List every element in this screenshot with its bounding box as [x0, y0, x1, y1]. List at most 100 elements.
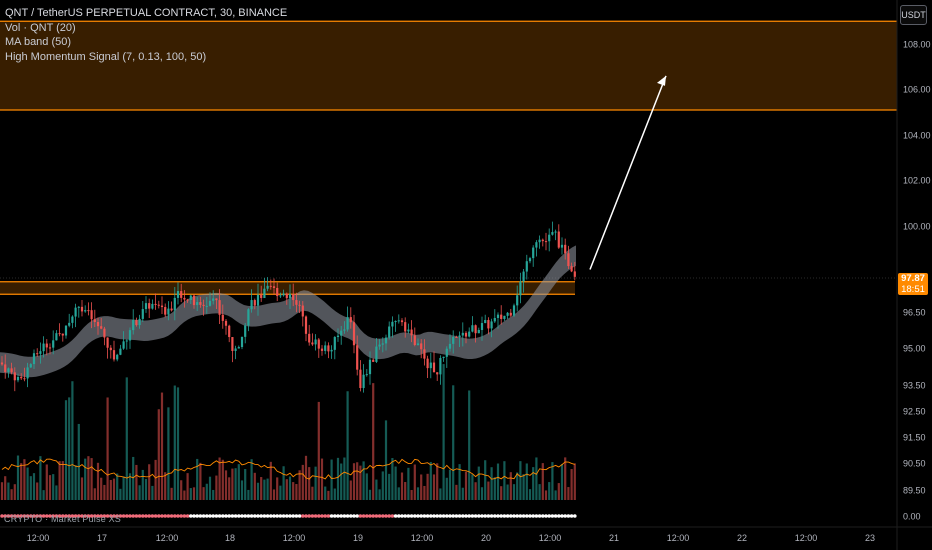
signal-dot [438, 514, 443, 518]
signal-dot [38, 514, 43, 518]
signal-dot [275, 514, 280, 518]
signal-dot [192, 514, 196, 518]
signal-dot [371, 514, 376, 518]
candle-body [573, 271, 576, 277]
candle-body [55, 333, 58, 341]
volume-bar [493, 477, 496, 500]
volume-bar [61, 461, 64, 500]
volume-bar [436, 463, 439, 500]
volume-bar [93, 488, 96, 500]
volume-bar [573, 463, 576, 500]
signal-dot [214, 514, 219, 518]
volume-bar [13, 484, 16, 500]
legend-symbol-title[interactable]: QNT / TetherUS PERPETUAL CONTRACT, 30, B… [5, 7, 288, 19]
signal-dot [400, 514, 404, 518]
volume-bar [90, 458, 93, 500]
candle-body [279, 295, 282, 297]
candle-body [36, 353, 39, 355]
signal-dot [9, 514, 14, 518]
candle-body [477, 329, 480, 334]
legend-signal[interactable]: High Momentum Signal (7, 0.13, 100, 50) [5, 50, 207, 63]
candle-body [317, 339, 320, 349]
candle-body [352, 322, 356, 346]
signal-dot [173, 514, 177, 518]
upper-resistance-zone [0, 21, 897, 110]
y-tick-label: 100.00 [903, 222, 931, 232]
signal-dot [25, 514, 30, 518]
candle-body [32, 353, 36, 365]
volume-bar [20, 463, 23, 500]
candle-body [295, 300, 298, 305]
volume-bar [87, 456, 90, 500]
signal-dot [160, 514, 164, 518]
volume-bar [138, 485, 141, 500]
candle-body [64, 325, 68, 336]
candle-body [554, 231, 557, 233]
candle-body [45, 343, 48, 348]
volume-bar [199, 462, 202, 500]
signal-dot [157, 514, 161, 518]
volume-bar [535, 457, 538, 500]
volume-bar [218, 457, 221, 500]
candle-body [186, 299, 189, 301]
signal-dot [163, 514, 167, 518]
signal-dot [112, 514, 116, 518]
volume-bar [148, 464, 151, 500]
signal-dot [432, 514, 436, 518]
volume-bar [183, 490, 186, 500]
signal-dot [249, 514, 254, 518]
signal-dot [3, 514, 7, 518]
signal-dot [483, 514, 488, 518]
candle-body [509, 312, 512, 316]
candle-body [151, 303, 154, 309]
candle-body [90, 310, 93, 320]
signal-dot [425, 514, 430, 518]
x-tick-label: 12:00 [411, 533, 434, 543]
signal-dot [512, 514, 516, 518]
candle-body [29, 364, 32, 368]
volume-bar [298, 470, 301, 500]
candle-body [394, 321, 397, 323]
volume-bar [29, 476, 32, 500]
volume-bar [285, 479, 288, 500]
ma-band [0, 245, 576, 378]
candle-body [103, 328, 106, 338]
signal-dot [19, 514, 24, 518]
signal-dot [51, 514, 55, 518]
volume-bar [205, 483, 208, 500]
legend-ma-band[interactable]: MA band (50) [5, 36, 72, 48]
candle-body [480, 323, 484, 330]
currency-button[interactable]: USDT [900, 5, 927, 25]
volume-bar [528, 489, 532, 500]
volume-bar [32, 473, 36, 500]
volume-bar [375, 479, 378, 500]
volume-bar [410, 489, 413, 500]
volume-bar [224, 470, 228, 500]
candle-body [375, 346, 378, 362]
last-price: 97.87 [901, 273, 925, 284]
signal-dot [429, 514, 433, 518]
candle-body [256, 294, 260, 306]
candle-body [205, 305, 208, 307]
candle-body [535, 242, 538, 248]
volume-bar [48, 475, 52, 500]
candle-body [320, 348, 324, 351]
signal-dot [198, 514, 203, 518]
y-tick-label: 95.00 [903, 344, 926, 354]
legend-volume[interactable]: Vol · QNT (20) [5, 21, 76, 34]
candle-body [234, 348, 237, 351]
volume-bar [570, 469, 573, 500]
signal-dot [83, 514, 87, 518]
candle-body [10, 368, 13, 373]
candle-body [461, 332, 464, 336]
signal-dot [419, 514, 424, 518]
signal-dot [208, 514, 212, 518]
volume-bar [256, 482, 260, 500]
candle-body [192, 295, 196, 306]
signal-dot [61, 514, 65, 518]
signal-dot [505, 514, 510, 518]
volume-bar [352, 463, 356, 500]
volume-bar [532, 467, 535, 500]
candle-body [93, 319, 96, 323]
